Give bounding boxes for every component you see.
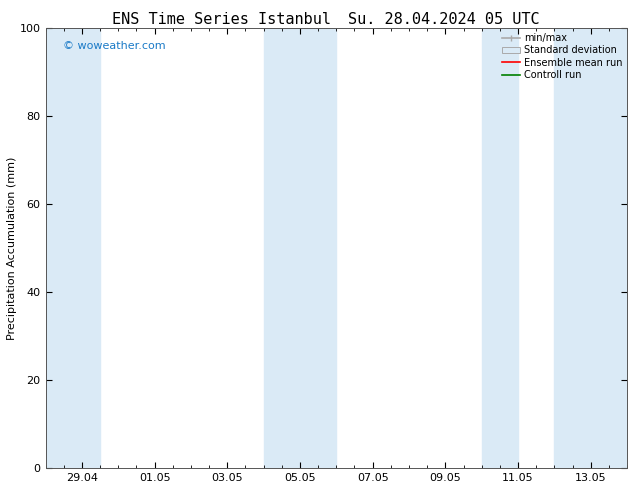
Bar [482,28,518,468]
Text: ENS Time Series Istanbul: ENS Time Series Istanbul [112,12,332,27]
Y-axis label: Precipitation Accumulation (mm): Precipitation Accumulation (mm) [7,156,17,340]
Bar [554,28,627,468]
Text: Su. 28.04.2024 05 UTC: Su. 28.04.2024 05 UTC [348,12,540,27]
Bar [264,28,336,468]
Text: © woweather.com: © woweather.com [63,41,165,51]
Legend: min/max, Standard deviation, Ensemble mean run, Controll run: min/max, Standard deviation, Ensemble me… [500,31,624,82]
Bar [46,28,100,468]
